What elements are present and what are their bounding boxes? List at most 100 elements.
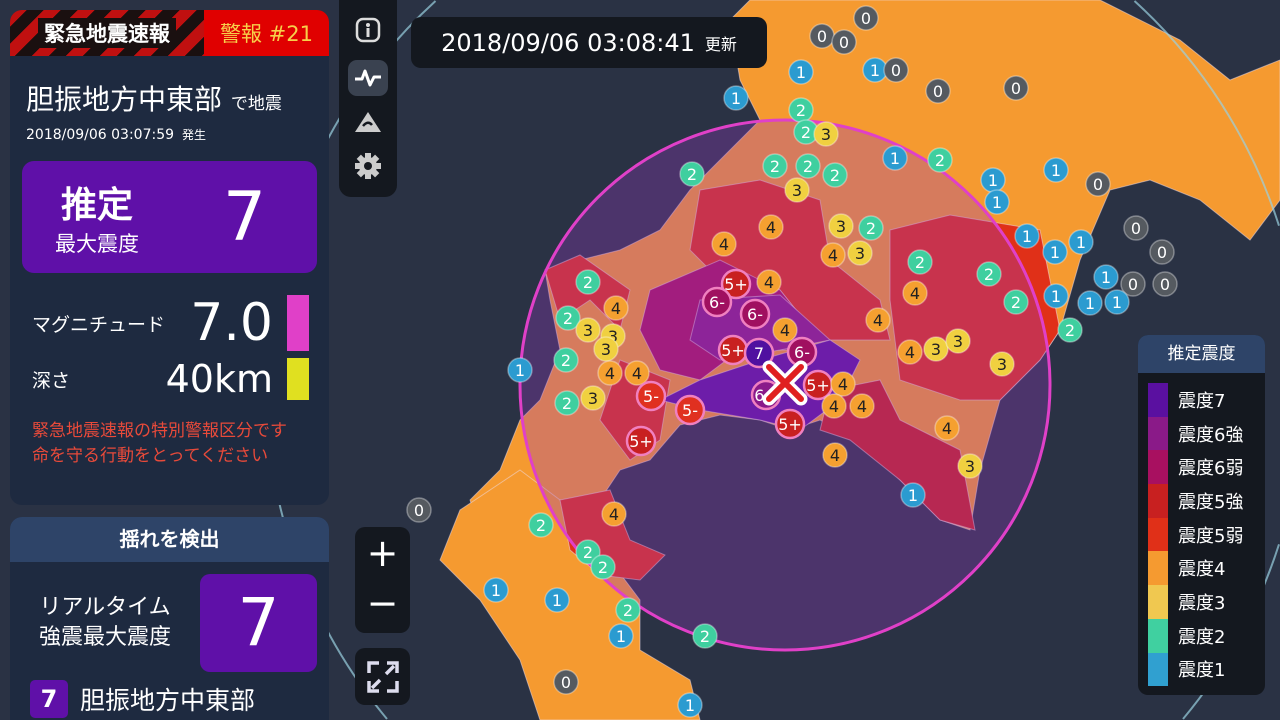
station-marker[interactable]: 0 <box>853 5 879 31</box>
station-marker[interactable]: 5- <box>635 380 667 412</box>
station-marker[interactable]: 0 <box>1085 171 1111 197</box>
station-marker[interactable]: 3 <box>580 385 606 411</box>
station-marker[interactable]: 2 <box>1003 289 1029 315</box>
station-marker[interactable]: 2 <box>1057 317 1083 343</box>
station-marker[interactable]: 0 <box>406 497 432 523</box>
station-marker[interactable]: 7 <box>743 337 775 369</box>
station-marker[interactable]: 2 <box>858 215 884 241</box>
zoom-in-button[interactable]: + <box>366 531 399 575</box>
station-marker[interactable]: 1 <box>984 189 1010 215</box>
station-marker[interactable]: 4 <box>830 371 856 397</box>
station-marker[interactable]: 4 <box>897 339 923 365</box>
station-marker[interactable]: 5+ <box>717 334 749 366</box>
station-marker[interactable]: 4 <box>711 231 737 257</box>
station-marker[interactable]: 4 <box>865 307 891 333</box>
station-marker[interactable]: 3 <box>828 213 854 239</box>
station-marker[interactable]: 1 <box>608 623 634 649</box>
station-marker[interactable]: 5+ <box>774 408 806 440</box>
station-marker[interactable]: 4 <box>849 393 875 419</box>
station-marker[interactable]: 5- <box>674 394 706 426</box>
station-marker[interactable]: 2 <box>927 147 953 173</box>
station-marker[interactable]: 2 <box>907 249 933 275</box>
station-marker[interactable]: 4 <box>758 214 784 240</box>
station-marker[interactable]: 0 <box>809 23 835 49</box>
station-marker[interactable]: 4 <box>624 360 650 386</box>
station-marker[interactable]: 2 <box>762 153 788 179</box>
tsunami-button[interactable] <box>348 104 388 140</box>
station-marker[interactable]: 3 <box>989 351 1015 377</box>
station-marker[interactable]: 4 <box>597 360 623 386</box>
station-marker[interactable]: 1 <box>483 577 509 603</box>
station-marker[interactable]: 4 <box>820 242 846 268</box>
station-marker[interactable]: 2 <box>554 390 580 416</box>
station-marker[interactable]: 4 <box>756 269 782 295</box>
station-marker[interactable]: 2 <box>615 597 641 623</box>
station-marker[interactable]: 3 <box>575 317 601 343</box>
station-marker[interactable]: 1 <box>1104 289 1130 315</box>
detected-area-item[interactable]: 7 胆振地方中東部 <box>30 680 329 718</box>
station-marker[interactable]: 1 <box>1093 264 1119 290</box>
station-marker[interactable]: 1 <box>1042 239 1068 265</box>
station-marker[interactable]: 2 <box>976 261 1002 287</box>
station-marker[interactable]: 2 <box>795 153 821 179</box>
station-marker[interactable]: 3 <box>784 177 810 203</box>
station-marker[interactable]: 1 <box>900 482 926 508</box>
station-marker[interactable]: 0 <box>1149 239 1175 265</box>
station-marker[interactable]: 5+ <box>720 268 752 300</box>
station-marker[interactable]: 4 <box>772 317 798 343</box>
station-marker[interactable]: 0 <box>925 78 951 104</box>
station-marker[interactable]: 4 <box>601 501 627 527</box>
station-marker[interactable]: 1 <box>544 587 570 613</box>
station-marker[interactable]: 6- <box>701 286 733 318</box>
station-marker[interactable]: 0 <box>553 669 579 695</box>
station-marker[interactable]: 2 <box>590 554 616 580</box>
station-marker[interactable]: 1 <box>1068 229 1094 255</box>
station-marker[interactable]: 5+ <box>625 425 657 457</box>
station-marker[interactable]: 3 <box>957 453 983 479</box>
station-marker[interactable]: 1 <box>788 59 814 85</box>
station-marker[interactable]: 3 <box>945 328 971 354</box>
realtime-label-2: 強震最大震度 <box>38 625 171 650</box>
station-marker[interactable]: 2 <box>679 161 705 187</box>
station-marker[interactable]: 0 <box>883 57 909 83</box>
station-marker[interactable]: 5+ <box>802 369 834 401</box>
zoom-out-button[interactable]: − <box>366 581 399 625</box>
station-marker[interactable]: 4 <box>822 442 848 468</box>
station-marker[interactable]: 1 <box>882 145 908 171</box>
station-marker[interactable]: 1 <box>1077 290 1103 316</box>
station-marker[interactable]: 1 <box>723 85 749 111</box>
station-marker[interactable]: 0 <box>831 29 857 55</box>
station-marker[interactable]: 2 <box>553 347 579 373</box>
settings-button[interactable] <box>348 148 388 184</box>
station-marker[interactable]: 1 <box>1043 157 1069 183</box>
station-marker[interactable]: 4 <box>821 393 847 419</box>
waveform-button[interactable] <box>348 60 388 96</box>
station-marker[interactable]: 1 <box>1043 283 1069 309</box>
station-marker[interactable]: 2 <box>575 539 601 565</box>
station-marker[interactable]: 3 <box>847 240 873 266</box>
station-marker[interactable]: 0 <box>1003 75 1029 101</box>
station-marker[interactable]: 3 <box>813 121 839 147</box>
station-marker[interactable]: 0 <box>1123 215 1149 241</box>
station-marker[interactable]: 4 <box>934 415 960 441</box>
fullscreen-button[interactable] <box>355 648 410 705</box>
station-marker[interactable]: 4 <box>902 280 928 306</box>
station-marker[interactable]: 1 <box>507 357 533 383</box>
station-marker[interactable]: 2 <box>555 305 581 331</box>
station-marker[interactable]: 1 <box>677 692 703 718</box>
station-marker[interactable]: 2 <box>528 512 554 538</box>
station-marker[interactable]: 2 <box>788 97 814 123</box>
station-marker[interactable]: 1 <box>980 167 1006 193</box>
station-marker[interactable]: 3 <box>593 336 619 362</box>
station-marker[interactable]: 2 <box>692 623 718 649</box>
station-marker[interactable]: 6- <box>739 298 771 330</box>
info-button[interactable] <box>348 12 388 48</box>
station-marker[interactable]: 0 <box>1120 271 1146 297</box>
station-marker[interactable]: 2 <box>575 269 601 295</box>
station-marker[interactable]: 0 <box>1152 271 1178 297</box>
station-marker[interactable]: 2 <box>822 162 848 188</box>
station-marker[interactable]: 4 <box>603 295 629 321</box>
station-marker[interactable]: 1 <box>1014 223 1040 249</box>
station-marker[interactable]: 3 <box>923 336 949 362</box>
